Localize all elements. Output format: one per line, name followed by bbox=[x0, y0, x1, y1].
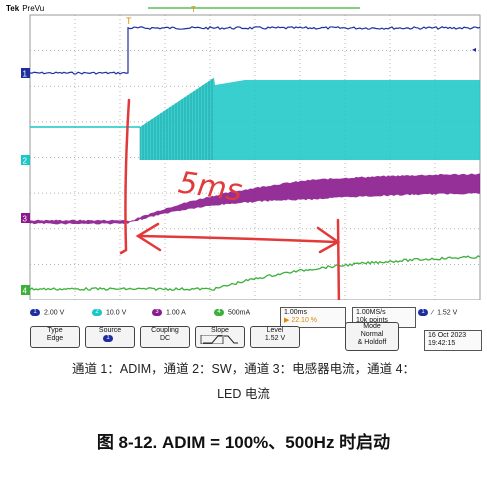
figure-title: 图 8-12. ADIM = 100%、500Hz 时启动 bbox=[96, 433, 391, 452]
trigger-marker: T bbox=[126, 16, 132, 26]
ch2-ground-marker bbox=[21, 155, 30, 165]
ch2-switching-envelope bbox=[140, 77, 480, 160]
ch4-marker-label: 4 bbox=[23, 287, 28, 296]
ch2-badge: 2 bbox=[92, 309, 102, 316]
trigger-slope-icon: ∕ bbox=[432, 309, 434, 317]
ch2-marker-label: 2 bbox=[23, 157, 28, 166]
ch4-badge: 4 bbox=[214, 309, 224, 316]
menu-mode[interactable]: Mode Normal & Holdoff bbox=[345, 322, 399, 351]
ch1-badge: 1 bbox=[30, 309, 40, 316]
ch4-waveform bbox=[29, 255, 481, 292]
source-ch-badge: 1 bbox=[103, 335, 113, 342]
menu-type[interactable]: Type Edge bbox=[30, 326, 80, 348]
ch3-scale: 3 1.00 A bbox=[152, 309, 186, 316]
ch2-scale: 2 10.0 V bbox=[92, 309, 126, 316]
date-label: 16 Oct 2023 bbox=[428, 332, 467, 339]
annotation-arrow-head-right bbox=[316, 226, 341, 254]
timebase-panel: 1.00ms ▶ 22.10 % bbox=[280, 307, 346, 328]
ch1-ground-marker bbox=[21, 68, 30, 78]
ch4-ground-marker bbox=[21, 285, 30, 295]
menu-level[interactable]: Level 1.52 V bbox=[250, 326, 300, 348]
annotation-arrow-head-left bbox=[135, 222, 162, 252]
time-label: 19:42:15 bbox=[428, 340, 456, 347]
trigger-pos-marker: T bbox=[191, 5, 196, 14]
scope-readouts: 1 2.00 V 2 10.0 V 3 1.00 A 4 500mA 1.00ms ▶ … bbox=[0, 300, 487, 351]
ch3-marker-label: 3 bbox=[23, 215, 28, 224]
timebase-offset: ▶ 22.10 % bbox=[284, 317, 318, 324]
ch1-waveform bbox=[29, 26, 481, 75]
annotation-right-marker bbox=[336, 218, 341, 300]
ch3-ground-marker bbox=[21, 213, 30, 223]
brand-label: Tek bbox=[6, 4, 20, 13]
record-length: 10k points bbox=[356, 317, 388, 324]
caption-line-1: 通道 1：ADIM，通道 2：SW，通道 3：电感器电流，通道 4： bbox=[71, 362, 416, 376]
menu-source[interactable]: Source 1 bbox=[85, 326, 135, 348]
slope-icon bbox=[200, 334, 238, 345]
trigger-readout: 1 ∕ 1.52 V bbox=[418, 309, 457, 316]
ch1-marker-label: 1 bbox=[23, 70, 28, 79]
ch4-scale: 4 500mA bbox=[214, 309, 250, 316]
datetime-panel: 16 Oct 2023 19:42:15 bbox=[424, 330, 482, 351]
annotation-left-marker bbox=[119, 98, 131, 255]
caption-line-2: LED 电流 bbox=[217, 387, 270, 401]
trigger-ch-badge: 1 bbox=[418, 309, 428, 316]
scope-top-bar: Tek PreVu bbox=[0, 0, 487, 18]
scope-brand: Tek PreVu bbox=[6, 4, 44, 13]
menu-slope[interactable]: Slope bbox=[195, 326, 245, 348]
mode-label: PreVu bbox=[22, 4, 45, 13]
oscilloscope-screen: Tek PreVu T T 1 2 3 4 ◂ 5ms 1 2.00 V 2 10.0 V 3 1.0… bbox=[0, 0, 487, 351]
ch1-scale: 1 2.00 V bbox=[30, 309, 64, 316]
annotation-arrow-line bbox=[138, 234, 338, 244]
sample-rate: 1.00MS/s bbox=[356, 309, 386, 316]
timebase-value: 1.00ms bbox=[284, 309, 307, 316]
ch3-waveform bbox=[30, 173, 480, 225]
menu-coupling[interactable]: Coupling DC bbox=[140, 326, 190, 348]
ch3-badge: 3 bbox=[152, 309, 162, 316]
ch1-offscale-arrow: ◂ bbox=[472, 45, 476, 54]
